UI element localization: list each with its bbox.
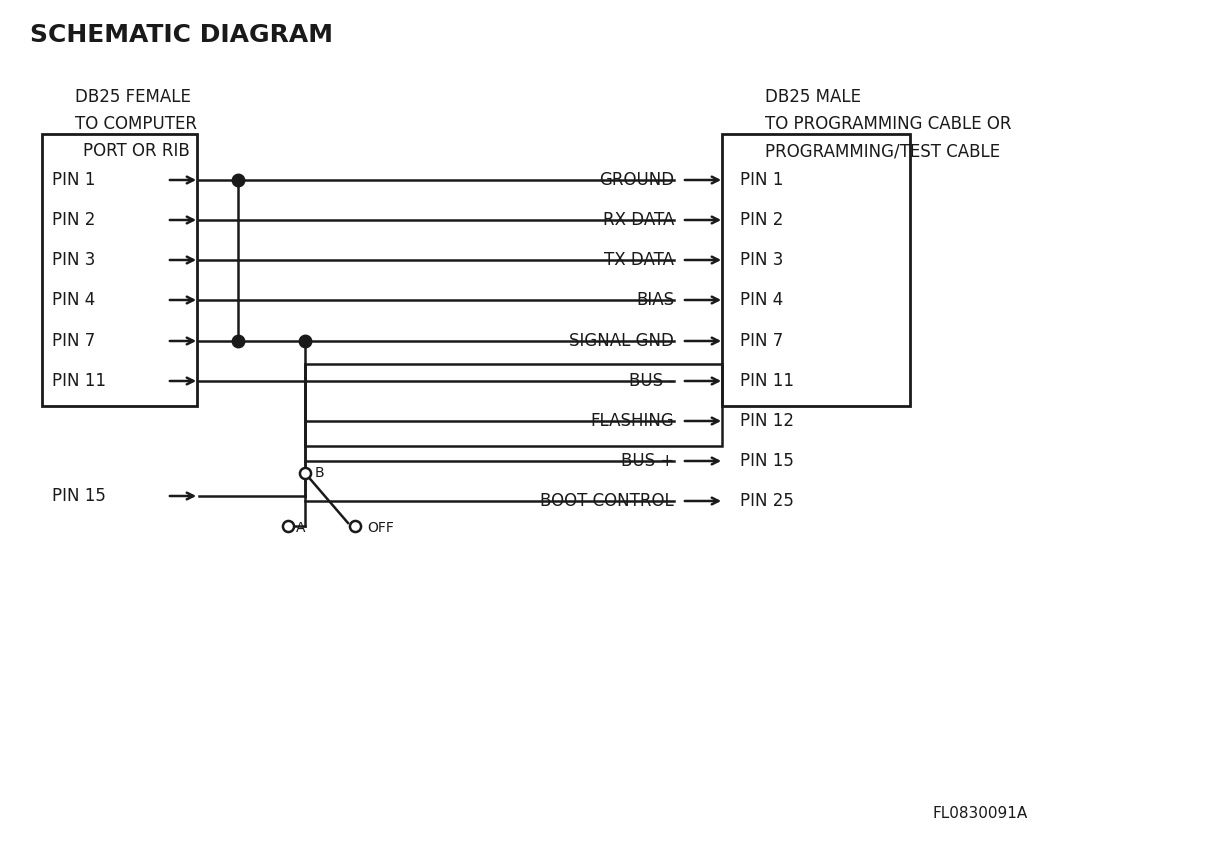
Text: BUS +: BUS + [621, 452, 674, 470]
Text: FL0830091A: FL0830091A [933, 806, 1028, 820]
Text: DB25 MALE: DB25 MALE [765, 88, 862, 106]
Text: PIN 3: PIN 3 [740, 251, 783, 269]
Text: PORT OR RIB: PORT OR RIB [83, 142, 189, 160]
Text: PIN 7: PIN 7 [740, 332, 783, 350]
Text: PIN 4: PIN 4 [52, 291, 95, 309]
Text: PIN 7: PIN 7 [52, 332, 95, 350]
Text: PIN 11: PIN 11 [740, 372, 794, 390]
Text: BOOT CONTROL: BOOT CONTROL [540, 492, 674, 510]
Text: PIN 25: PIN 25 [740, 492, 794, 510]
Text: TO COMPUTER: TO COMPUTER [75, 115, 196, 133]
Text: PIN 12: PIN 12 [740, 412, 794, 430]
Text: PIN 3: PIN 3 [52, 251, 95, 269]
Bar [305, 364, 722, 446]
Text: FLASHING: FLASHING [590, 412, 674, 430]
Text: A: A [296, 521, 306, 535]
Text: PIN 1: PIN 1 [52, 171, 95, 189]
Text: PIN 11: PIN 11 [52, 372, 106, 390]
Text: SCHEMATIC DIAGRAM: SCHEMATIC DIAGRAM [30, 23, 333, 47]
Text: TO PROGRAMMING CABLE OR: TO PROGRAMMING CABLE OR [765, 115, 1011, 133]
Text: PIN 4: PIN 4 [740, 291, 783, 309]
Text: DB25 FEMALE: DB25 FEMALE [75, 88, 190, 106]
Text: PIN 2: PIN 2 [52, 211, 95, 229]
Text: PIN 15: PIN 15 [740, 452, 794, 470]
Text: GROUND: GROUND [599, 171, 674, 189]
Text: TX DATA: TX DATA [604, 251, 674, 269]
Text: SIGNAL GND: SIGNAL GND [569, 332, 674, 350]
Text: PIN 1: PIN 1 [740, 171, 783, 189]
Text: PIN 15: PIN 15 [52, 487, 106, 505]
Text: RX DATA: RX DATA [602, 211, 674, 229]
Text: PROGRAMMING/TEST CABLE: PROGRAMMING/TEST CABLE [765, 142, 1000, 160]
Text: BUS -: BUS - [629, 372, 674, 390]
Text: PIN 2: PIN 2 [740, 211, 783, 229]
Text: BIAS: BIAS [636, 291, 674, 309]
Text: B: B [315, 466, 324, 480]
Bar [722, 134, 910, 406]
Bar [42, 134, 196, 406]
Text: OFF: OFF [368, 521, 394, 535]
